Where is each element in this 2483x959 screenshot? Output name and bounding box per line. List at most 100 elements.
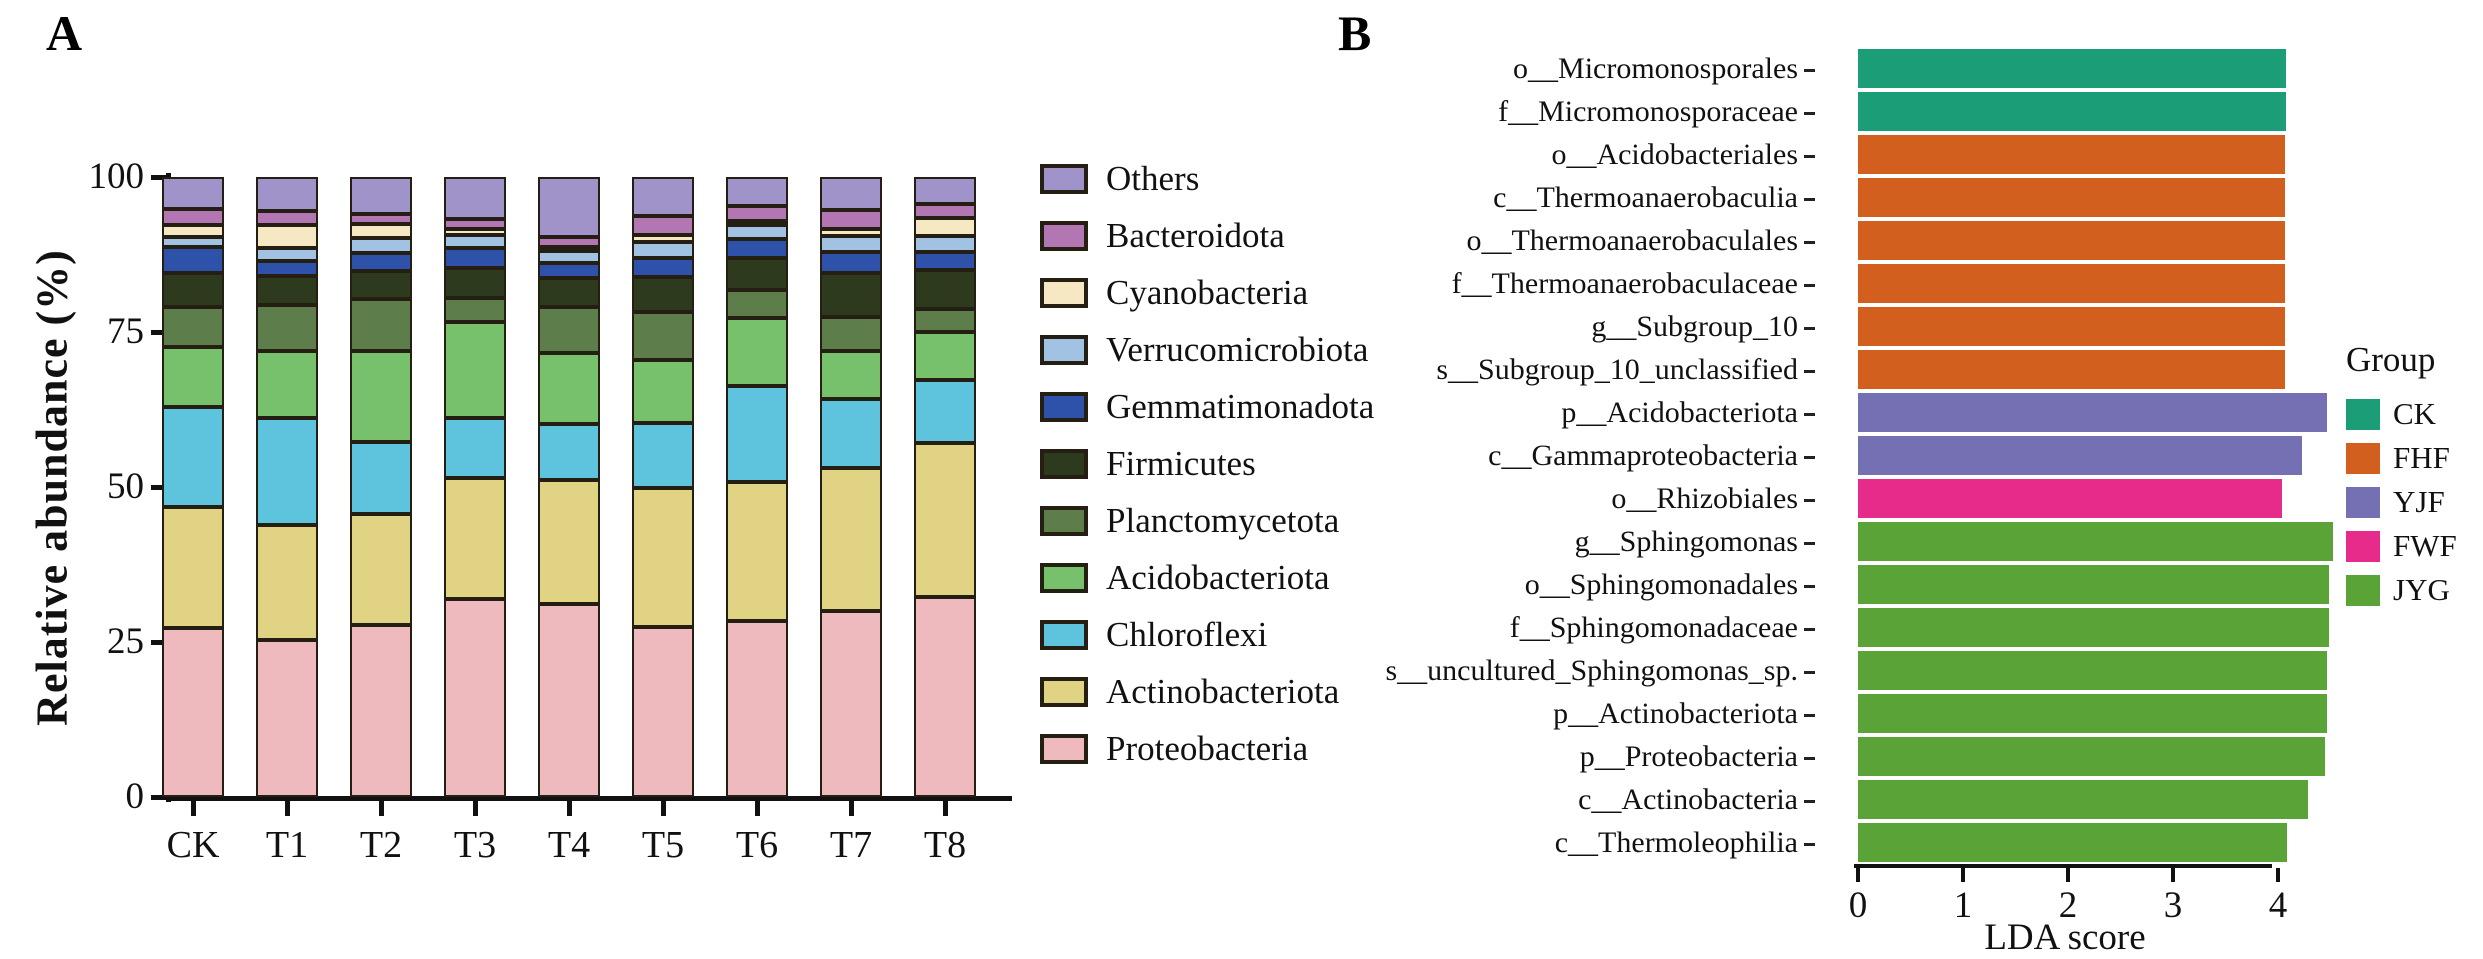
bar-segment-Bacteroidota <box>350 214 412 224</box>
legend-label-Cyanobacteria: Cyanobacteria <box>1106 272 1309 312</box>
panel-b-row-tick <box>1804 799 1815 803</box>
bar-segment-Actinobacteriota <box>726 481 788 622</box>
bar-segment-Acidobacteriota <box>820 351 882 399</box>
bar-segment-Acidobacteriota <box>726 317 788 386</box>
bar-segment-Acidobacteriota <box>538 352 600 424</box>
bar-segment-Proteobacteria <box>632 626 694 797</box>
bar-segment-Chloroflexi <box>256 418 318 526</box>
panel-a-x-tick-label-T5: T5 <box>641 824 685 866</box>
legend-label-Proteobacteria: Proteobacteria <box>1106 728 1309 768</box>
bar-segment-Proteobacteria <box>914 597 976 797</box>
panel-a-x-tick-mark <box>943 801 948 816</box>
lda-bar-c__Thermoanaerobaculia <box>1858 178 2286 217</box>
bar-segment-Chloroflexi <box>538 423 600 480</box>
stacked-bar-T4 <box>538 177 600 797</box>
lda-bar-s__Subgroup_10_unclassified <box>1858 350 2286 389</box>
panel-b-row-label-f__Micromonosporaceae: f__Micromonosporaceae <box>1498 94 1798 128</box>
bar-segment-Chloroflexi <box>632 423 694 489</box>
bar-segment-Gemmatimonadota <box>444 248 506 268</box>
panel-b-row-tick <box>1804 627 1815 631</box>
bar-segment-Planctomycetota <box>538 306 600 353</box>
panel-b-x-tick-label-2: 2 <box>2058 885 2078 926</box>
bar-segment-Firmicutes <box>914 270 976 310</box>
bar-segment-Cyanobacteria <box>256 225 318 249</box>
panel-b-legend-title: Group <box>2346 340 2436 379</box>
panel-b-x-axis-line <box>1854 864 2272 868</box>
bar-segment-Acidobacteriota <box>162 346 224 408</box>
bar-segment-Proteobacteria <box>820 611 882 797</box>
panel-b-row-tick <box>1804 756 1815 760</box>
lda-bar-o__Rhizobiales <box>1858 479 2283 518</box>
bar-segment-Bacteroidota <box>256 210 318 226</box>
panel-b-legend-item-CK: CK <box>2346 392 2457 436</box>
lda-bar-f__Thermoanaerobaculaceae <box>1858 264 2286 303</box>
panel-b-row-tick <box>1804 369 1815 373</box>
legend-label-FWF: FWF <box>2393 528 2457 563</box>
bar-segment-Others <box>914 177 976 204</box>
bar-segment-Acidobacteriota <box>632 359 694 424</box>
panel-b-row-tick <box>1804 584 1815 588</box>
bar-segment-Verrucomicrobiota <box>726 224 788 240</box>
bar-segment-Actinobacteriota <box>350 513 412 625</box>
bar-segment-Proteobacteria <box>256 639 318 797</box>
lda-bar-o__Micromonosporales <box>1858 49 2287 88</box>
bar-segment-Proteobacteria <box>726 621 788 797</box>
lda-bar-p__Actinobacteriota <box>1858 694 2328 733</box>
panel-a-legend-item-Planctomycetota: Planctomycetota <box>1040 492 1374 549</box>
panel-b-row-label-p__Acidobacteriota: p__Acidobacteriota <box>1561 395 1798 429</box>
bar-segment-Others <box>538 177 600 238</box>
bar-segment-Firmicutes <box>538 277 600 307</box>
panel-b-row-tick <box>1804 670 1815 674</box>
bar-segment-Gemmatimonadota <box>632 258 694 278</box>
panel-a-legend-item-Acidobacteriota: Acidobacteriota <box>1040 549 1374 606</box>
panel-a-x-tick-mark <box>661 801 666 816</box>
panel-b-row-tick <box>1804 842 1815 846</box>
bar-segment-Chloroflexi <box>350 442 412 514</box>
lda-bar-s__uncultured_Sphingomonas_sp. <box>1858 651 2328 690</box>
bar-segment-Verrucomicrobiota <box>914 235 976 253</box>
bar-segment-Cyanobacteria <box>632 235 694 242</box>
panel-b-row-tick <box>1804 455 1815 459</box>
lda-bar-f__Micromonosporaceae <box>1858 92 2287 131</box>
bar-segment-Bacteroidota <box>162 209 224 226</box>
bar-segment-Cyanobacteria <box>162 225 224 238</box>
panel-a-legend-item-Actinobacteriota: Actinobacteriota <box>1040 663 1374 720</box>
lda-bar-f__Sphingomonadaceae <box>1858 608 2330 647</box>
bar-segment-Firmicutes <box>256 275 318 305</box>
panel-b-row-tick <box>1804 713 1815 717</box>
panel-b-x-axis-title: LDA score <box>1984 917 2146 958</box>
panel-b-row-label-c__Actinobacteria: c__Actinobacteria <box>1578 782 1798 816</box>
lda-bar-o__Sphingomonadales <box>1858 565 2330 604</box>
panel-b-row-label-f__Thermoanaerobaculaceae: f__Thermoanaerobaculaceae <box>1451 266 1798 300</box>
panel-b-row-tick <box>1804 498 1815 502</box>
stacked-bar-T5 <box>632 177 694 797</box>
bar-segment-Bacteroidota <box>538 237 600 248</box>
lda-bar-c__Actinobacteria <box>1858 780 2309 819</box>
panel-a-x-tick-mark <box>849 801 854 816</box>
panel-a-x-tick-mark <box>473 801 478 816</box>
panel-b-legend-item-JYG: JYG <box>2346 568 2457 612</box>
bar-segment-Actinobacteriota <box>444 477 506 600</box>
bar-segment-Firmicutes <box>350 271 412 299</box>
panel-b-row-tick <box>1804 197 1815 201</box>
panel-b-row-label-s__uncultured_Sphingomonas_sp.: s__uncultured_Sphingomonas_sp. <box>1385 653 1799 687</box>
legend-label-CK: CK <box>2393 396 2437 431</box>
bar-segment-Planctomycetota <box>632 311 694 360</box>
bar-segment-Firmicutes <box>162 273 224 308</box>
panel-b-row-tick <box>1804 541 1815 545</box>
panel-b-row-label-o__Rhizobiales: o__Rhizobiales <box>1611 481 1798 515</box>
panel-a-y-tick-mark <box>151 330 166 335</box>
bar-segment-Verrucomicrobiota <box>350 238 412 253</box>
panel-a-x-tick-mark <box>755 801 760 816</box>
panel-a-legend-item-Proteobacteria: Proteobacteria <box>1040 720 1374 777</box>
bar-segment-Bacteroidota <box>914 203 976 218</box>
legend-swatch-CK <box>2346 398 2380 430</box>
panel-b-x-tick-mark <box>2171 868 2175 882</box>
legend-label-FHF: FHF <box>2393 440 2450 475</box>
bar-segment-Firmicutes <box>820 273 882 317</box>
panel-a-y-tick-label: 75 <box>107 311 144 352</box>
lda-bar-g__Subgroup_10 <box>1858 307 2286 346</box>
bar-segment-Actinobacteriota <box>256 525 318 640</box>
legend-swatch-Acidobacteriota <box>1040 562 1088 593</box>
